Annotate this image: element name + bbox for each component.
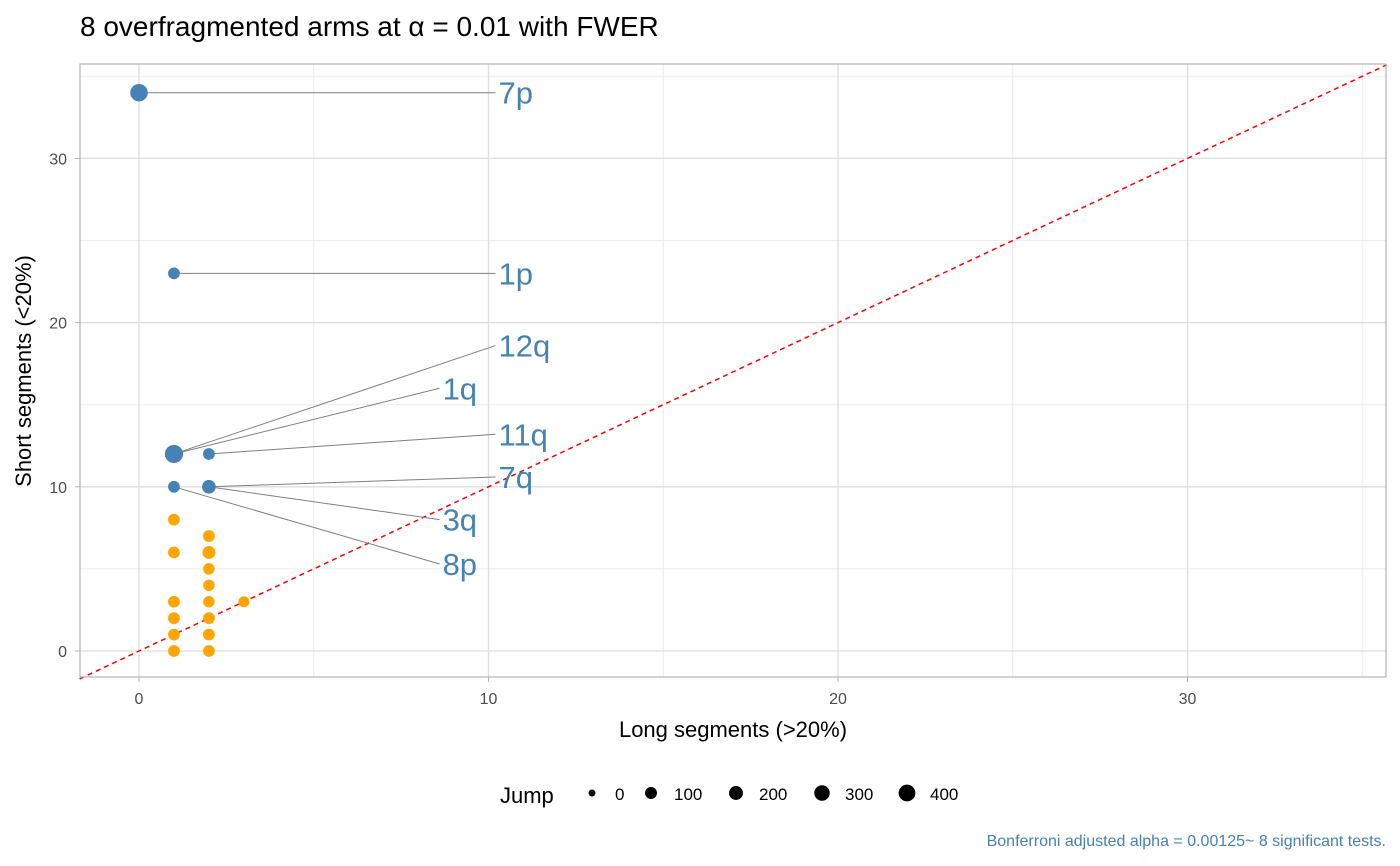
point-significant: [202, 480, 216, 494]
legend-label: 100: [674, 785, 702, 804]
point: [238, 596, 250, 608]
point: [168, 612, 180, 625]
arm-label: 12q: [498, 329, 550, 364]
label-segment: [208, 476, 496, 488]
y-tick-label: 10: [49, 480, 67, 497]
point: [203, 563, 215, 575]
point: [202, 546, 216, 559]
x-tick-label: 20: [829, 691, 847, 708]
label-segment: [173, 486, 440, 565]
legend-key: [898, 784, 916, 802]
point: [203, 596, 215, 608]
point-significant: [168, 267, 180, 280]
chart-title: 8 overfragmented arms at α = 0.01 with F…: [80, 11, 659, 42]
y-tick-label: 30: [49, 151, 67, 168]
legend-key: [588, 789, 596, 797]
arm-label: 1p: [498, 256, 532, 291]
x-axis-label: Long segments (>20%): [619, 717, 847, 742]
legend-title: Jump: [500, 783, 554, 808]
legend-label: 300: [845, 785, 873, 804]
point-significant: [164, 444, 183, 463]
point: [168, 645, 180, 657]
arm-label: 1q: [443, 371, 477, 406]
x-tick-label: 0: [135, 691, 144, 708]
label-segment: [173, 345, 496, 455]
label-segment: [208, 486, 440, 521]
point: [168, 546, 180, 559]
point: [203, 530, 215, 542]
arm-label: 7q: [498, 460, 532, 495]
panel-border: [79, 63, 1387, 678]
point: [203, 628, 215, 641]
arm-label: 7p: [498, 76, 532, 111]
size-legend: Jump 0 100 200 300 400: [500, 783, 958, 808]
caption: Bonferroni adjusted alpha = 0.00125~ 8 s…: [987, 833, 1386, 850]
point: [168, 595, 180, 608]
point: [203, 612, 215, 625]
y-axis-label: Short segments (<20%): [11, 255, 36, 487]
x-tick-label: 10: [480, 691, 498, 708]
legend-label: 200: [759, 785, 787, 804]
point-significant: [203, 448, 215, 460]
point: [203, 645, 215, 657]
y-tick-label: 20: [49, 316, 67, 333]
point-significant: [130, 83, 148, 102]
point: [203, 579, 215, 592]
legend-key: [729, 786, 743, 800]
plot-panel: 0 10 20 30 0 10 20 30 7p 1p 12q 1q 11q 7q 3q 8p: [49, 63, 1388, 708]
x-tick-label: 30: [1179, 691, 1197, 708]
arm-label: 8p: [443, 547, 477, 582]
point: [168, 628, 180, 641]
label-segment: [208, 433, 496, 455]
legend-key: [645, 787, 657, 799]
arm-label: 11q: [498, 417, 547, 452]
legend-label: 0: [615, 785, 624, 804]
point-significant: [168, 480, 180, 493]
legend-label: 400: [930, 785, 958, 804]
y-tick-label: 0: [58, 644, 67, 661]
label-segment: [173, 387, 440, 455]
arm-label: 3q: [443, 503, 477, 538]
identity-line: [79, 64, 1388, 680]
legend-key: [814, 785, 830, 801]
point: [168, 513, 180, 526]
